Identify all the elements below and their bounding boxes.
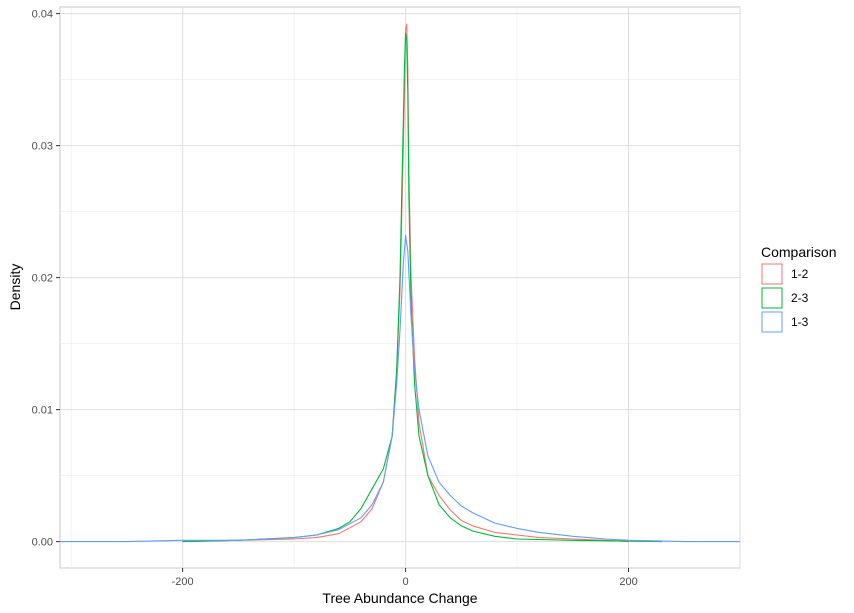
x-axis-ticks: -200 0 200 [172,568,638,588]
density-lines [60,23,740,543]
density-line-1-3 [60,234,740,543]
x-axis-title: Tree Abundance Change [322,590,477,606]
density-line-2-3 [182,32,663,543]
y-tick-label: 0.00 [32,537,53,549]
y-tick-label: 0.02 [32,273,53,285]
legend-key-2-3 [761,287,783,309]
y-axis-ticks: 0.00 0.01 0.02 0.03 0.04 [32,9,60,549]
minor-gridlines [60,7,741,568]
y-tick-label: 0.04 [32,9,53,21]
legend: Comparison 1-2 2-3 1-3 [761,244,836,333]
x-tick-label: -200 [172,576,194,588]
x-tick-label: 0 [403,576,409,588]
y-tick-label: 0.01 [32,405,53,417]
legend-title: Comparison [761,244,836,260]
legend-key-1-3 [761,311,783,333]
x-tick-label: 200 [619,576,637,588]
major-gridlines [60,7,740,568]
legend-label-2-3: 2-3 [791,291,809,305]
legend-label-1-3: 1-3 [791,315,809,329]
legend-key-1-2 [761,263,783,285]
y-tick-label: 0.03 [32,141,53,153]
legend-label-1-2: 1-2 [791,267,809,281]
y-axis-title: Density [7,264,23,311]
